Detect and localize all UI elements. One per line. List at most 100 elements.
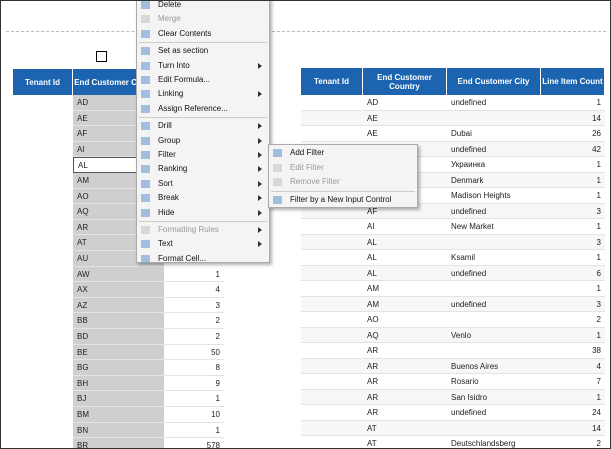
table-cell[interactable]: 1 <box>541 328 605 343</box>
table-cell[interactable]: 1 <box>541 173 605 188</box>
menu-item[interactable]: Ranking <box>158 164 188 174</box>
menu-item[interactable]: Drill <box>158 121 172 131</box>
menu-item[interactable]: Format Cell... <box>158 253 207 263</box>
table-cell[interactable]: 7 <box>541 374 605 390</box>
table-cell[interactable]: undefined <box>447 142 541 157</box>
table-cell[interactable]: 1 <box>164 267 224 283</box>
table-cell[interactable]: Ksamil <box>447 250 541 266</box>
table-cell[interactable]: AR <box>363 359 447 374</box>
table-cell[interactable]: BJ <box>73 391 164 407</box>
table-cell[interactable]: AI <box>363 219 447 235</box>
table-cell[interactable]: 2 <box>164 329 224 345</box>
table-cell[interactable]: BM <box>73 407 164 423</box>
table-cell[interactable]: 1 <box>541 390 605 405</box>
menu-item[interactable]: Add Filter <box>290 148 325 157</box>
table-cell[interactable]: 3 <box>164 298 224 314</box>
table-cell[interactable]: AF <box>363 204 447 219</box>
header-cell[interactable]: End Customer Country <box>363 68 447 95</box>
table-cell[interactable]: 2 <box>541 436 605 448</box>
menu-item[interactable]: Assign Reference... <box>158 103 228 113</box>
table-cell[interactable]: 3 <box>541 297 605 312</box>
menu-item[interactable]: Linking <box>158 89 184 99</box>
table-cell[interactable]: BR <box>73 438 164 448</box>
header-cell[interactable]: Tenant Id <box>301 68 363 95</box>
table-cell[interactable]: 2 <box>164 313 224 329</box>
table-cell[interactable]: 26 <box>541 126 605 142</box>
menu-item[interactable]: Turn Into <box>158 60 190 70</box>
table-cell[interactable]: BB <box>73 313 164 329</box>
table-cell[interactable]: 1 <box>541 250 605 266</box>
table-cell[interactable]: 8 <box>164 360 224 376</box>
table-cell[interactable]: undefined <box>447 204 541 219</box>
table-cell[interactable]: AZ <box>73 297 164 314</box>
table-cell[interactable]: AD <box>363 95 447 111</box>
table-cell[interactable]: Rosario <box>447 374 541 390</box>
table-cell[interactable]: AL <box>363 250 447 266</box>
table-cell[interactable]: 42 <box>541 142 605 157</box>
table-cell[interactable]: Dubai <box>447 126 541 142</box>
table-cell[interactable]: AW <box>73 266 164 283</box>
table-cell[interactable]: Украинка <box>447 157 541 173</box>
table-cell[interactable]: 3 <box>541 204 605 219</box>
menu-item[interactable]: Edit Formula... <box>158 75 211 84</box>
table-cell[interactable]: AT <box>363 421 447 436</box>
menu-item[interactable]: Clear Contents <box>158 28 212 38</box>
header-cell[interactable]: End Customer City <box>447 68 541 95</box>
header-cell[interactable]: Line Item Count <box>541 68 605 95</box>
table-cell[interactable]: 14 <box>541 111 605 126</box>
table-cell[interactable]: AO <box>363 312 447 328</box>
table-cell[interactable]: New Market <box>447 219 541 235</box>
table-cell[interactable]: 10 <box>164 407 224 423</box>
table-cell[interactable]: AL <box>363 235 447 250</box>
table-cell[interactable]: BN <box>73 422 164 439</box>
table-cell[interactable]: undefined <box>447 297 541 312</box>
table-cell[interactable]: 578 <box>164 438 224 448</box>
table-cell[interactable]: Denmark <box>447 173 541 188</box>
table-cell[interactable]: 2 <box>541 312 605 328</box>
table-cell[interactable]: 50 <box>164 345 224 361</box>
menu-item[interactable]: Hide <box>158 207 175 217</box>
table-cell[interactable]: BG <box>73 360 164 376</box>
table-cell[interactable]: AR <box>363 405 447 421</box>
table-cell[interactable]: AR <box>363 390 447 405</box>
table-cell[interactable]: undefined <box>447 405 541 421</box>
checkbox[interactable] <box>96 51 107 62</box>
menu-item[interactable]: Set as section <box>158 46 209 56</box>
table-cell[interactable]: AM <box>363 281 447 297</box>
table-cell[interactable]: 14 <box>541 421 605 436</box>
table-cell[interactable]: BH <box>73 375 164 392</box>
table-cell[interactable]: 3 <box>541 235 605 250</box>
table-cell[interactable]: 38 <box>541 343 605 359</box>
table-cell[interactable]: Madison Heights <box>447 188 541 204</box>
table-cell[interactable]: AM <box>363 297 447 312</box>
table-cell[interactable]: AQ <box>363 328 447 343</box>
table-cell[interactable]: AX <box>73 282 164 298</box>
table-cell[interactable]: AT <box>363 436 447 448</box>
menu-item[interactable]: Delete <box>158 0 182 9</box>
table-cell[interactable]: 6 <box>541 266 605 281</box>
table-cell[interactable]: 1 <box>164 391 224 407</box>
table-cell[interactable]: Buenos Aires <box>447 359 541 374</box>
header-cell[interactable]: Tenant Id <box>13 69 73 95</box>
table-cell[interactable]: Venlo <box>447 328 541 343</box>
table-cell[interactable]: 1 <box>541 188 605 204</box>
table-cell[interactable]: San Isidro <box>447 390 541 405</box>
menu-item[interactable]: Group <box>158 135 181 145</box>
table-cell[interactable]: 1 <box>541 157 605 173</box>
table-cell[interactable]: 4 <box>164 282 224 298</box>
table-cell[interactable]: 9 <box>164 376 224 392</box>
table-cell[interactable]: AR <box>363 343 447 359</box>
menu-item[interactable]: Filter by a New Input Control <box>290 194 392 204</box>
table-cell[interactable]: undefined <box>447 95 541 111</box>
table-cell[interactable]: undefined <box>447 266 541 281</box>
table-cell[interactable]: BE <box>73 344 164 361</box>
table-cell[interactable]: BD <box>73 329 164 345</box>
menu-item[interactable]: Text <box>158 239 173 249</box>
table-cell[interactable]: 24 <box>541 405 605 421</box>
table-cell[interactable]: AL <box>363 266 447 281</box>
table-cell[interactable]: 1 <box>541 281 605 297</box>
menu-item[interactable]: Sort <box>158 178 173 188</box>
table-cell[interactable]: 1 <box>541 95 605 111</box>
menu-item[interactable]: Filter <box>158 150 176 159</box>
table-cell[interactable]: Deutschlandsberg <box>447 436 541 448</box>
